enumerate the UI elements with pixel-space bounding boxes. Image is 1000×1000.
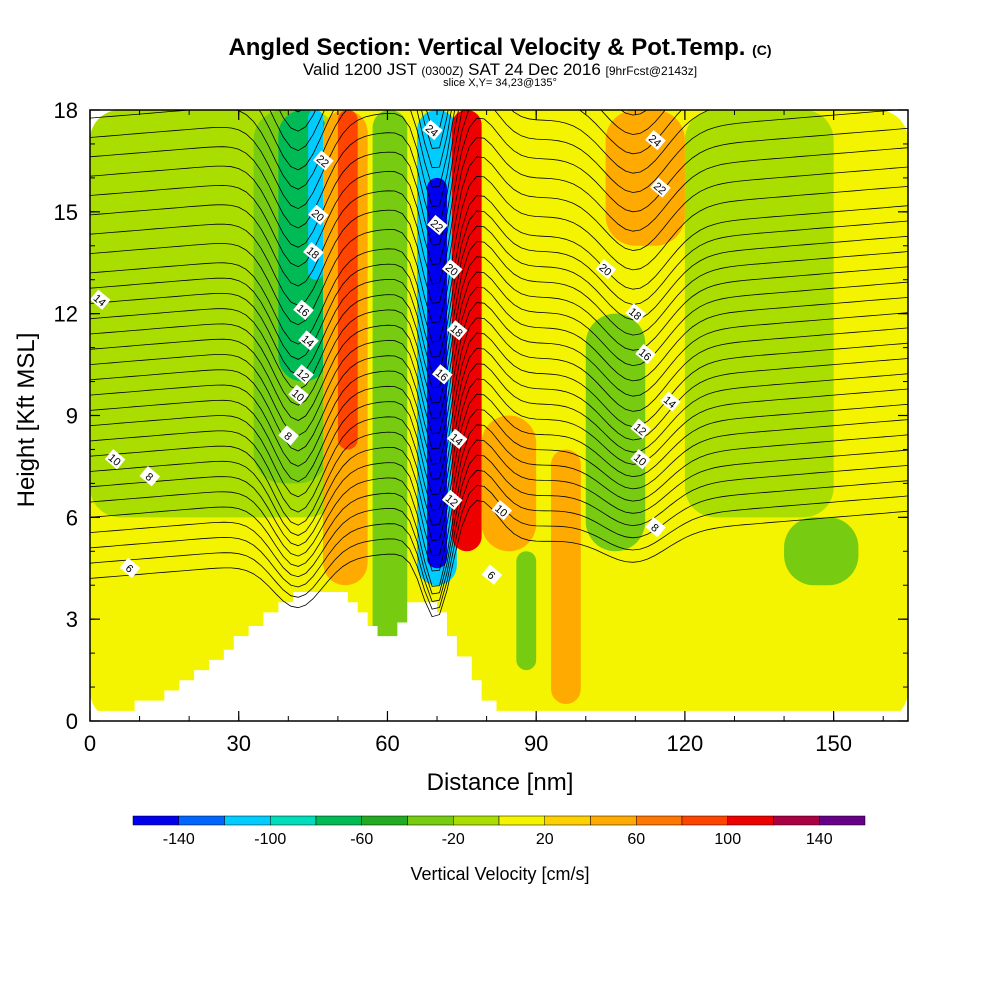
vertical-velocity-field — [90, 110, 908, 721]
contour-label: 8 — [139, 466, 161, 487]
colorbar-swatch — [544, 815, 591, 826]
colorbar-swatch — [590, 815, 637, 826]
isentrope-0 — [90, 500, 908, 618]
isentrope-5 — [90, 424, 908, 572]
x-tick-label: 120 — [667, 731, 704, 756]
velocity-band-14 — [585, 313, 646, 552]
isentrope-21 — [90, 175, 908, 326]
isentrope-8 — [90, 378, 908, 526]
isentrope-15 — [90, 271, 908, 421]
velocity-band-7 — [372, 110, 408, 654]
colorbar-tick-label: 140 — [806, 831, 833, 848]
x-tick-label: 60 — [375, 731, 399, 756]
x-tick-label: 150 — [815, 731, 852, 756]
isentrope-17 — [90, 241, 908, 391]
isentrope-4 — [90, 439, 908, 587]
colorbar-swatch — [224, 815, 271, 826]
terrain — [90, 592, 908, 721]
contour-label: 8 — [645, 517, 666, 538]
velocity-band-6 — [337, 110, 358, 450]
isentrope-11 — [90, 332, 908, 483]
chart-title: Angled Section: Vertical Velocity & Pot.… — [228, 34, 772, 61]
isentrope-3 — [90, 454, 908, 595]
y-tick-label: 3 — [66, 607, 78, 632]
colorbar-swatch — [270, 815, 317, 826]
isentrope-32 — [292, 110, 434, 113]
colorbar-swatch — [453, 815, 500, 826]
colorbar-swatch — [727, 815, 774, 826]
isentrope-18 — [90, 225, 908, 376]
colorbar-swatch — [178, 815, 225, 826]
colorbar-tick-label: 20 — [536, 831, 554, 848]
y-tick-label: 15 — [54, 200, 78, 225]
isentrope-19 — [90, 210, 908, 360]
isentrope-9 — [90, 363, 908, 513]
colorbar-swatch — [498, 815, 545, 826]
isentrope-12 — [90, 317, 908, 467]
x-tick-label: 30 — [226, 731, 250, 756]
terrain-mask — [90, 592, 908, 721]
isentrope-33 — [90, 0, 908, 93]
isentrope-22 — [90, 156, 908, 306]
colorbar-tick-label: -20 — [442, 831, 465, 848]
isentrope-7 — [90, 393, 908, 541]
isentrope-6 — [90, 409, 908, 557]
velocity-band-12 — [516, 551, 537, 671]
isentrope-14 — [90, 286, 908, 437]
chart-subtitle: Valid 1200 JST (0300Z) SAT 24 Dec 2016 [… — [302, 60, 698, 79]
x-tick-label: 90 — [524, 731, 548, 756]
isentrope-25 — [90, 110, 901, 248]
colorbar-label: Vertical Velocity [cm/s] — [410, 864, 589, 884]
colorbar: -140 -100 -60 -20 20 60 100 140 — [132, 815, 866, 848]
colorbar-swatch — [132, 815, 179, 826]
colorbar-swatch — [636, 815, 683, 826]
y-axis-label: Height [Kft MSL] — [13, 333, 40, 508]
isentrope-10 — [90, 347, 908, 498]
axes: 0 30 60 90 120 150 0 3 6 9 12 15 18 — [54, 98, 908, 756]
y-tick-label: 6 — [66, 505, 78, 530]
x-tick-label: 0 — [84, 731, 96, 756]
colorbar-swatch — [361, 815, 408, 826]
colorbar-tick-label: -140 — [163, 831, 195, 848]
y-tick-label: 18 — [54, 98, 78, 123]
velocity-band-17 — [784, 517, 859, 586]
isentrope-16 — [90, 256, 908, 406]
velocity-band-16 — [684, 110, 834, 518]
isentrope-20 — [90, 195, 908, 345]
contour-label: 8 — [278, 425, 299, 446]
isentrope-23 — [90, 137, 908, 287]
y-tick-label: 9 — [66, 404, 78, 429]
colorbar-tick-label: -100 — [254, 831, 286, 848]
isentrope-26 — [90, 110, 711, 229]
x-axis-label: Distance [nm] — [427, 769, 574, 796]
contour-label: 6 — [481, 564, 503, 585]
isentrope-27 — [90, 110, 683, 210]
potential-temperature-contours: 6108810121416182022242220181614121062018… — [90, 0, 908, 618]
colorbar-swatch — [407, 815, 454, 826]
colorbar-swatch — [681, 815, 728, 826]
slice-label: slice X,Y= 34,23@135° — [443, 77, 557, 89]
velocity-band-13 — [551, 449, 581, 705]
y-tick-label: 0 — [66, 709, 78, 734]
y-tick-label: 12 — [54, 302, 78, 327]
colorbar-tick-label: 60 — [627, 831, 645, 848]
colorbar-tick-label: -60 — [350, 831, 373, 848]
colorbar-swatch — [773, 815, 820, 826]
colorbar-swatch — [819, 815, 866, 826]
contour-label: 6 — [119, 557, 141, 578]
isentrope-2 — [90, 469, 908, 602]
colorbar-swatch — [315, 815, 362, 826]
isentrope-13 — [90, 302, 908, 452]
isentrope-24 — [90, 117, 908, 268]
colorbar-tick-label: 100 — [714, 831, 741, 848]
velocity-band-15 — [605, 110, 685, 246]
